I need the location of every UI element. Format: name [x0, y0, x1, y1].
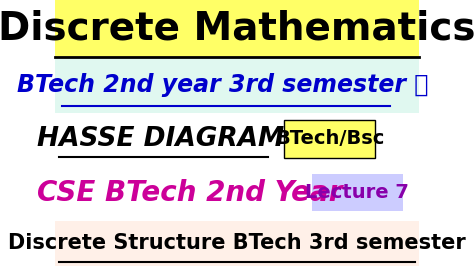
FancyBboxPatch shape: [284, 120, 375, 157]
Text: Discrete Structure BTech 3rd semester: Discrete Structure BTech 3rd semester: [8, 233, 466, 253]
FancyBboxPatch shape: [55, 221, 419, 266]
Text: BTech/Bsc: BTech/Bsc: [275, 130, 384, 148]
FancyBboxPatch shape: [311, 174, 402, 211]
FancyBboxPatch shape: [55, 0, 419, 57]
FancyBboxPatch shape: [55, 113, 419, 165]
Text: HASSE DIAGRAM: HASSE DIAGRAM: [37, 126, 284, 152]
FancyBboxPatch shape: [55, 165, 419, 221]
Text: Lecture 7: Lecture 7: [305, 183, 409, 202]
Text: BTech 2nd year 3rd semester 📖: BTech 2nd year 3rd semester 📖: [17, 73, 428, 97]
FancyBboxPatch shape: [55, 57, 419, 113]
Text: CSE BTech 2nd Year: CSE BTech 2nd Year: [37, 179, 342, 207]
Text: Discrete Mathematics: Discrete Mathematics: [0, 10, 474, 48]
